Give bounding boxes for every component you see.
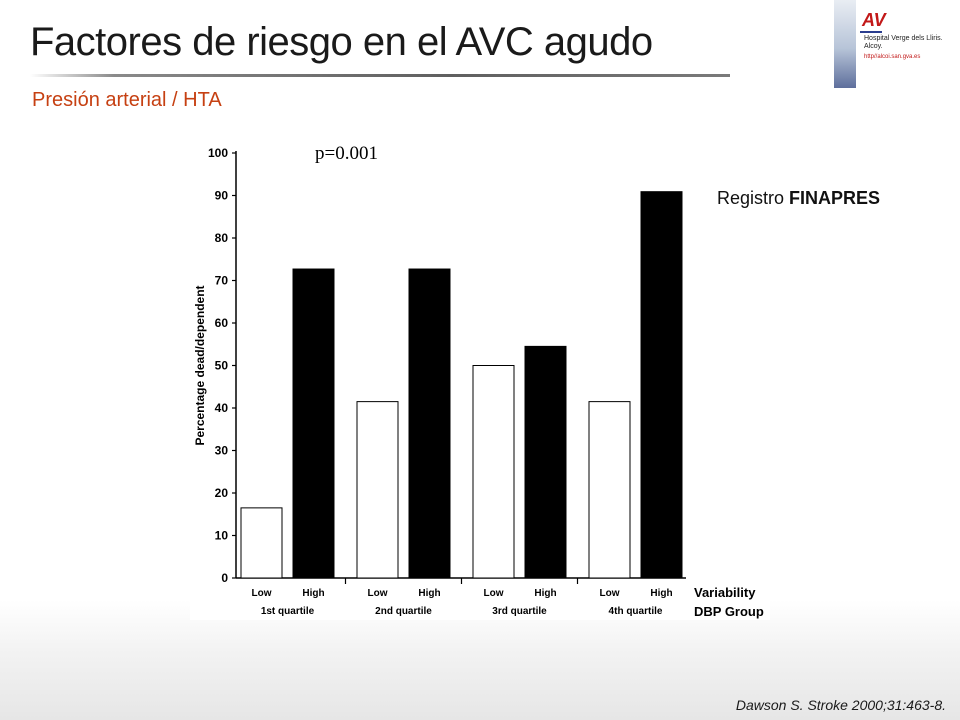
bar-low-2 (356, 401, 399, 579)
registro-note-prefix: Registro (717, 188, 785, 208)
x-axis-title-line2: DBP Group (694, 604, 764, 619)
bar-label-high: High (418, 588, 440, 599)
y-tick-label: 50 (215, 359, 229, 373)
group-label: 2nd quartile (375, 606, 432, 617)
y-tick-label: 20 (215, 486, 229, 500)
group-label: 1st quartile (261, 606, 315, 617)
y-tick-label: 0 (221, 571, 228, 585)
bar-label-high: High (534, 588, 556, 599)
hospital-url: http//alcoi.san.gva.es (864, 54, 921, 60)
bar-low-4 (588, 401, 631, 579)
bar-label-low: Low (368, 588, 388, 599)
slide-subtitle: Presión arterial / HTA (32, 89, 222, 111)
p-value-annotation: p=0.001 (315, 143, 378, 164)
y-axis-title: Percentage dead/dependent (193, 285, 207, 445)
y-tick-label: 100 (208, 146, 228, 160)
hospital-logo-strip (834, 0, 856, 88)
y-tick-label: 10 (215, 529, 229, 543)
bar-low-1 (240, 507, 283, 579)
group-label: 3rd quartile (492, 606, 547, 617)
registro-note: Registro FINAPRES (717, 188, 880, 209)
y-tick-label: 90 (215, 189, 229, 203)
bar-label-low: Low (484, 588, 504, 599)
y-tick-label: 60 (215, 316, 229, 330)
av-logo-underline (860, 31, 882, 33)
bar-high-4 (640, 191, 683, 579)
x-axis-title-line1: Variability (694, 585, 756, 600)
bar-high-1 (292, 268, 335, 579)
y-tick-label: 80 (215, 231, 229, 245)
y-tick-label: 70 (215, 274, 229, 288)
bar-high-2 (408, 268, 451, 579)
slide-title: Factores de riesgo en el AVC agudo (30, 20, 653, 64)
bar-low-3 (472, 365, 515, 579)
bar-label-high: High (302, 588, 324, 599)
group-label: 4th quartile (609, 606, 663, 617)
bar-label-high: High (650, 588, 672, 599)
av-logo: AV (862, 10, 886, 30)
hospital-name: Hospital Verge dels Lliris. Alcoy. (864, 35, 943, 50)
registro-note-name: FINAPRES (789, 188, 881, 208)
bar-label-low: Low (600, 588, 620, 599)
bar-high-3 (524, 345, 567, 579)
y-tick-label: 40 (215, 401, 229, 415)
bar-label-low: Low (252, 588, 272, 599)
citation: Dawson S. Stroke 2000;31:463-8. (735, 697, 946, 713)
title-underline (30, 74, 730, 77)
y-tick-label: 30 (215, 444, 229, 458)
